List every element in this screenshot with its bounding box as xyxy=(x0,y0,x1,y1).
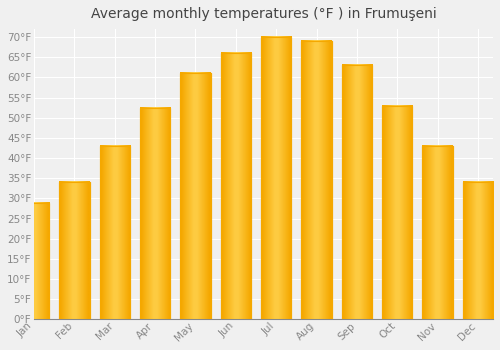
Title: Average monthly temperatures (°F ) in Frumuşeni: Average monthly temperatures (°F ) in Fr… xyxy=(90,7,436,21)
Bar xyxy=(140,108,170,320)
Bar xyxy=(463,182,493,320)
Bar xyxy=(100,146,130,320)
Bar xyxy=(261,37,292,320)
Bar xyxy=(220,53,251,320)
Bar xyxy=(382,106,412,320)
Bar xyxy=(19,203,49,320)
Bar xyxy=(422,146,452,320)
Bar xyxy=(302,41,332,320)
Bar xyxy=(261,37,292,320)
Bar xyxy=(60,182,90,320)
Bar xyxy=(382,106,412,320)
Bar xyxy=(60,182,90,320)
Bar xyxy=(220,53,251,320)
Bar xyxy=(302,41,332,320)
Bar xyxy=(180,74,210,320)
Bar xyxy=(422,146,452,320)
Bar xyxy=(342,65,372,320)
Bar xyxy=(342,65,372,320)
Bar xyxy=(19,203,49,320)
Bar xyxy=(140,108,170,320)
Bar xyxy=(463,182,493,320)
Bar xyxy=(180,74,210,320)
Bar xyxy=(100,146,130,320)
